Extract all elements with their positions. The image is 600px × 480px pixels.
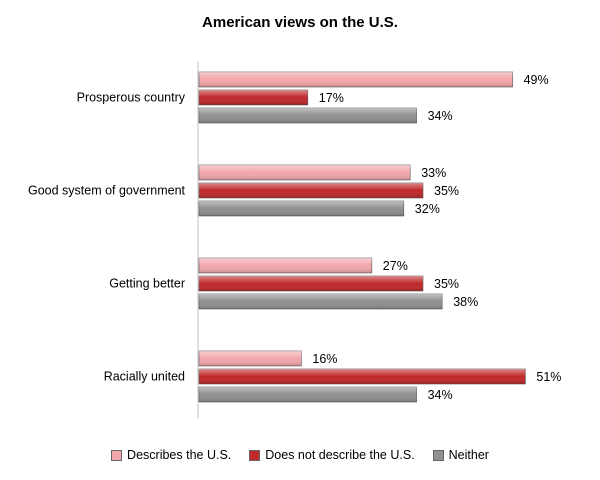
legend: Describes the U.S. Does not describe the … [0, 448, 600, 462]
data-label-racially-united-does-not-describe-the-u-s: 51% [536, 370, 561, 384]
bar-shading [199, 276, 423, 291]
data-label-prosperous-country-neither: 34% [428, 109, 453, 123]
category-label-getting-better: Getting better [109, 277, 185, 291]
legend-label: Describes the U.S. [127, 448, 232, 462]
data-label-racially-united-describes-the-u-s: 16% [312, 352, 337, 366]
bar-shading [199, 201, 404, 216]
legend-item-neither: Neither [432, 448, 489, 462]
legend-swatch [249, 449, 261, 461]
bar-shading [199, 90, 308, 105]
category-label-racially-united: Racially united [104, 370, 185, 384]
category-label-prosperous-country: Prosperous country [77, 91, 186, 105]
chart-title: American views on the U.S. [202, 14, 398, 31]
bar-shading [199, 387, 417, 402]
bar-shading [199, 108, 417, 123]
bar-shading [199, 369, 526, 384]
legend-label: Neither [448, 448, 489, 462]
bar-shading [199, 183, 423, 198]
bar-chart: Prosperous country 49% 17% 34% Good system o… [28, 62, 561, 418]
bar-shading [199, 258, 372, 273]
legend-item-describes-the-u-s: Describes the U.S. [111, 448, 231, 462]
data-label-good-system-of-government-describes-the-u-s: 33% [421, 166, 446, 180]
data-label-good-system-of-government-does-not-describe-the-u-s: 35% [434, 184, 459, 198]
legend-swatch [432, 449, 444, 461]
bar-shading [199, 294, 443, 309]
legend-swatch [111, 449, 123, 461]
bar-shading [199, 72, 513, 87]
legend-item-does-not-describe-the-u-s: Does not describe the U.S. [249, 448, 415, 462]
category-label-good-system-of-government: Good system of government [28, 184, 186, 198]
bar-shading [199, 351, 302, 366]
data-label-prosperous-country-describes-the-u-s: 49% [524, 73, 549, 87]
bars-group: Prosperous country 49% 17% 34% Good system o… [28, 71, 561, 403]
data-label-getting-better-neither: 38% [453, 295, 478, 309]
bar-shading [199, 165, 411, 180]
data-label-getting-better-does-not-describe-the-u-s: 35% [434, 277, 459, 291]
data-label-racially-united-neither: 34% [428, 388, 453, 402]
data-label-getting-better-describes-the-u-s: 27% [383, 259, 408, 273]
data-label-prosperous-country-does-not-describe-the-u-s: 17% [319, 91, 344, 105]
data-label-good-system-of-government-neither: 32% [415, 202, 440, 216]
legend-label: Does not describe the U.S. [265, 448, 415, 462]
